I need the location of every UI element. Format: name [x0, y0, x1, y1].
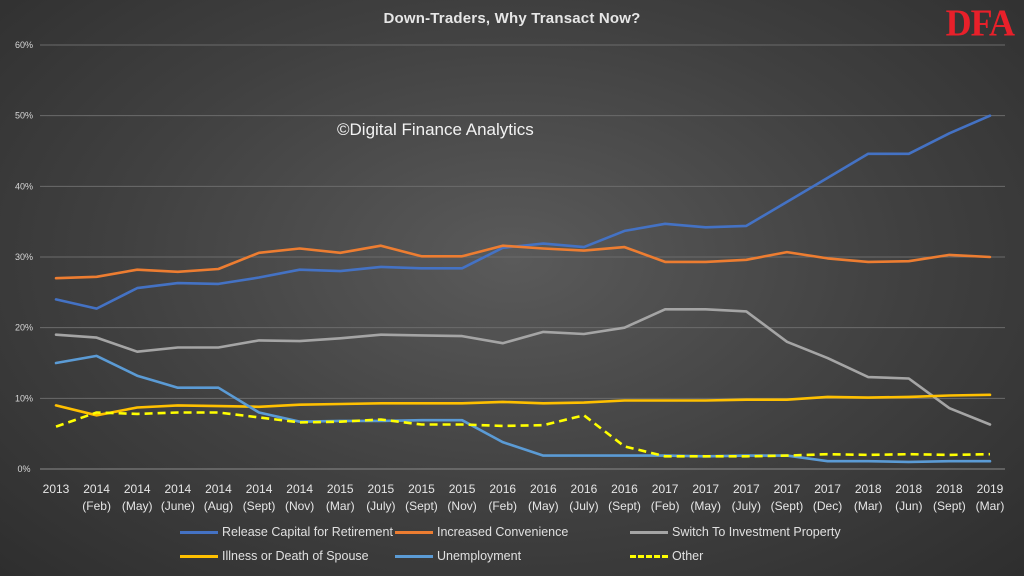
- legend-label: Illness or Death of Spouse: [222, 549, 369, 563]
- x-tick-year: 2017: [733, 482, 760, 496]
- x-tick-period: (July): [732, 499, 761, 513]
- x-tick-year: 2017: [814, 482, 841, 496]
- x-tick-year: 2017: [774, 482, 801, 496]
- y-tick-label: 60%: [15, 40, 33, 50]
- series-line-increased-convenience: [54, 244, 992, 280]
- series-line-unemployment: [54, 354, 992, 464]
- x-tick-year: 2017: [652, 482, 679, 496]
- x-tick-year: 2016: [530, 482, 557, 496]
- series-line-illness-or-death-of-spouse: [54, 393, 992, 417]
- x-tick-period: (Jun): [895, 499, 922, 513]
- x-tick-period: (May): [690, 499, 721, 513]
- legend-swatch: [395, 554, 433, 558]
- y-tick-label: 20%: [15, 323, 33, 333]
- x-tick-year: 2014: [83, 482, 110, 496]
- y-tick-label: 0%: [17, 464, 30, 474]
- x-tick-period: (Feb): [488, 499, 517, 513]
- x-axis-ticks: 2013 2014 (Feb) 2014 (May) 2014 (June) 2014 (Aug…: [43, 482, 1005, 513]
- x-tick-year: 2018: [895, 482, 922, 496]
- legend-label: Release Capital for Retirement: [222, 525, 393, 539]
- x-tick-year: 2014: [124, 482, 151, 496]
- legend-label: Unemployment: [437, 549, 522, 563]
- series-line-other: [55, 411, 991, 458]
- legend-label: Other: [672, 549, 704, 563]
- x-tick-period: (May): [528, 499, 559, 513]
- y-tick-label: 30%: [15, 252, 33, 262]
- legend-swatch: [630, 554, 668, 558]
- watermark: ©Digital Finance Analytics: [337, 120, 534, 139]
- x-tick-year: 2013: [43, 482, 70, 496]
- x-tick-year: 2014: [164, 482, 191, 496]
- x-tick-year: 2019: [977, 482, 1004, 496]
- x-tick-year: 2016: [489, 482, 516, 496]
- legend-swatch: [630, 530, 668, 534]
- legend-item: Increased Convenience: [395, 525, 568, 539]
- x-tick-period: (July): [569, 499, 598, 513]
- x-tick-period: (Sept): [771, 499, 804, 513]
- series-lines: [54, 114, 992, 464]
- chart-title: Down-Traders, Why Transact Now?: [383, 10, 641, 27]
- x-tick-period: (June): [161, 499, 195, 513]
- x-tick-year: 2014: [205, 482, 232, 496]
- x-tick-year: 2015: [368, 482, 395, 496]
- legend-item: Unemployment: [395, 549, 521, 563]
- legend-item: Release Capital for Retirement: [180, 525, 393, 539]
- x-tick-period: (Mar): [854, 499, 883, 513]
- legend-label: Switch To Investment Property: [672, 525, 841, 539]
- y-axis-ticks: 0% 10% 20% 30% 40% 50% 60%: [15, 40, 33, 474]
- legend-item: Switch To Investment Property: [630, 525, 841, 539]
- legend-swatch: [180, 530, 218, 534]
- x-tick-year: 2015: [449, 482, 476, 496]
- x-tick-period: (Dec): [813, 499, 842, 513]
- legend-swatch: [395, 530, 433, 534]
- x-tick-year: 2014: [286, 482, 313, 496]
- x-tick-year: 2015: [408, 482, 435, 496]
- legend-item: Illness or Death of Spouse: [180, 549, 369, 563]
- x-tick-period: (Nov): [285, 499, 314, 513]
- y-tick-label: 40%: [15, 181, 33, 191]
- x-tick-period: (Mar): [976, 499, 1005, 513]
- x-tick-year: 2018: [855, 482, 882, 496]
- x-tick-year: 2017: [692, 482, 719, 496]
- series-line-release-capital-for-retirement: [54, 114, 992, 310]
- x-tick-period: (Mar): [326, 499, 355, 513]
- legend-item: Other: [630, 549, 703, 563]
- x-tick-year: 2015: [327, 482, 354, 496]
- x-tick-period: (July): [366, 499, 395, 513]
- x-tick-year: 2014: [246, 482, 273, 496]
- series-line-switch-to-investment-property: [54, 307, 992, 426]
- x-tick-period: (Sept): [243, 499, 276, 513]
- x-tick-period: (Aug): [204, 499, 233, 513]
- x-tick-period: (Feb): [651, 499, 680, 513]
- y-tick-label: 10%: [15, 393, 33, 403]
- x-tick-period: (Sept): [405, 499, 438, 513]
- x-tick-period: (May): [122, 499, 153, 513]
- x-tick-period: (Nov): [447, 499, 476, 513]
- x-tick-year: 2018: [936, 482, 963, 496]
- y-tick-label: 50%: [15, 111, 33, 121]
- x-tick-period: (Sept): [608, 499, 641, 513]
- dfa-logo: DFA: [945, 2, 1015, 45]
- x-tick-period: (Sept): [933, 499, 966, 513]
- x-tick-period: (Feb): [82, 499, 111, 513]
- x-tick-year: 2016: [571, 482, 598, 496]
- x-tick-year: 2016: [611, 482, 638, 496]
- legend-swatch: [180, 554, 218, 558]
- legend-label: Increased Convenience: [437, 525, 569, 539]
